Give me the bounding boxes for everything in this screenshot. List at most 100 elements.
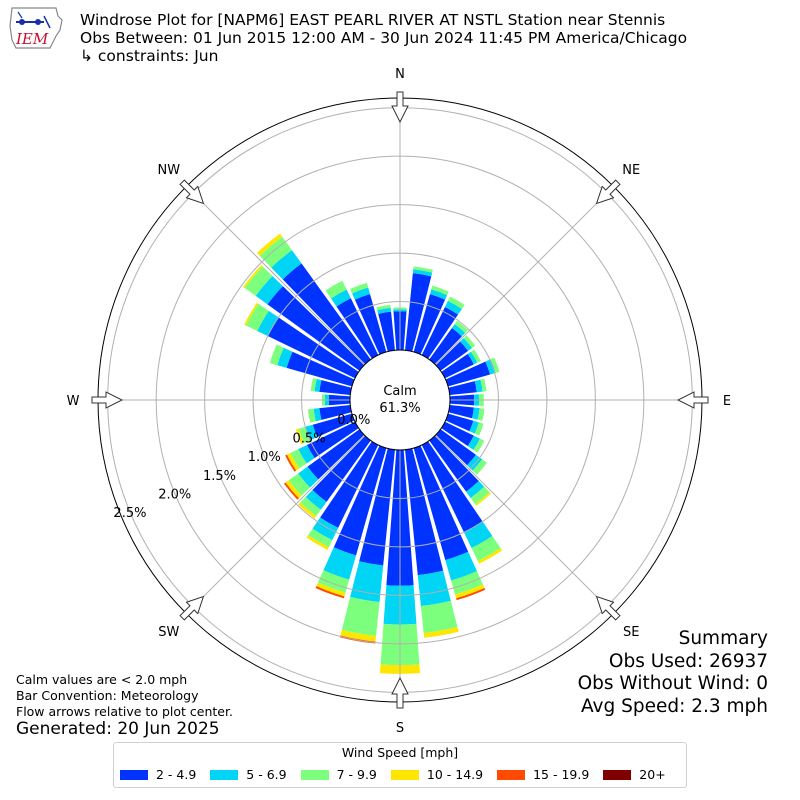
legend-item: 5 - 6.9 bbox=[208, 767, 287, 782]
legend-label: 2 - 4.9 bbox=[156, 767, 197, 782]
bar-70-deg-5-6-9 bbox=[485, 359, 496, 375]
bar-310-deg-7-9-9 bbox=[244, 266, 273, 296]
iem-logo: IEM bbox=[6, 6, 64, 50]
svg-text:IEM: IEM bbox=[15, 30, 49, 48]
legend-item: 15 - 19.9 bbox=[495, 767, 589, 782]
summary-obs-without-wind: Obs Without Wind: 0 bbox=[577, 673, 768, 694]
bar-30-deg-5-6-9 bbox=[444, 300, 462, 315]
grid-spoke bbox=[186, 435, 365, 614]
chart-labels: N NE E SE S SW W NW 0.0% 0.5% 1.0% 1.5% 2.0% 2.5% Calm… bbox=[67, 67, 732, 736]
bar-260-deg-5-6-9 bbox=[313, 408, 322, 422]
flow-arrow-nw bbox=[179, 179, 205, 205]
bar-60-deg-2-4-9 bbox=[441, 353, 474, 379]
compass-label-e: E bbox=[723, 394, 731, 409]
bar-200-deg-15-19-9 bbox=[315, 586, 345, 599]
legend-swatch bbox=[497, 769, 526, 780]
flow-arrow-e bbox=[676, 391, 709, 409]
calm-value-label: 61.3% bbox=[379, 401, 420, 416]
bar-100-deg-2-4-9 bbox=[448, 405, 474, 419]
bar-310-deg-2-4-9 bbox=[267, 286, 365, 371]
bar-210-deg-10-14-9 bbox=[306, 535, 329, 550]
bar-160-deg-7-9-9 bbox=[451, 571, 483, 595]
radial-tick-label: 2.5% bbox=[113, 506, 146, 521]
bar-20-deg-5-6-9 bbox=[429, 289, 448, 300]
bar-320-deg-5-6-9 bbox=[271, 250, 302, 280]
bar-120-deg-5-6-9 bbox=[467, 435, 480, 450]
bar-120-deg-2-4-9 bbox=[441, 421, 474, 447]
bar-10-deg-5-6-9 bbox=[412, 269, 433, 277]
bar-310-deg-10-14-9 bbox=[243, 265, 263, 288]
bar-190-deg-2-4-9 bbox=[359, 448, 395, 566]
bar-240-deg-15-19-9 bbox=[285, 454, 297, 472]
bar-110-deg-5-6-9 bbox=[469, 420, 479, 434]
calm-circle bbox=[349, 349, 451, 451]
bar-320-deg-10-14-9 bbox=[257, 233, 283, 256]
legend: Wind Speed [mph] 2 - 4.9 5 - 6.9 7 - 9.9 10… bbox=[113, 742, 687, 788]
windrose-bars bbox=[243, 233, 503, 674]
legend-swatch bbox=[210, 769, 239, 780]
compass-label-s: S bbox=[396, 721, 404, 736]
compass-label-n: N bbox=[395, 67, 405, 82]
summary-box: Summary Obs Used: 26937 Obs Without Wind… bbox=[578, 628, 768, 718]
bar-350-deg-5-6-9 bbox=[377, 307, 392, 314]
bar-120-deg-7-9-9 bbox=[473, 438, 485, 453]
bar-340-deg-5-6-9 bbox=[352, 287, 371, 300]
bar-300-deg-7-9-9 bbox=[245, 303, 269, 331]
bar-100-deg-5-6-9 bbox=[471, 407, 480, 420]
bar-280-deg-7-9-9 bbox=[310, 377, 317, 392]
bar-140-deg-10-14-9 bbox=[475, 492, 491, 506]
legend-swatch bbox=[120, 769, 148, 780]
bar-350-deg-7-9-9 bbox=[376, 304, 391, 311]
bar-250-deg-5-6-9 bbox=[305, 424, 318, 441]
bar-140-deg-7-9-9 bbox=[470, 486, 490, 505]
legend-items: 2 - 4.9 5 - 6.9 7 - 9.9 10 - 14.9 15 - 19.9 2… bbox=[118, 767, 678, 782]
radial-tick-label: 0.0% bbox=[337, 413, 370, 428]
bar-100-deg-7-9-9 bbox=[477, 408, 485, 421]
legend-label: 10 - 14.9 bbox=[426, 767, 484, 782]
bar-240-deg-5-6-9 bbox=[298, 444, 315, 464]
bar-240-deg-7-9-9 bbox=[290, 449, 307, 469]
bar-250-deg-7-9-9 bbox=[298, 426, 311, 444]
bar-30-deg-2-4-9 bbox=[421, 306, 459, 359]
bar-320-deg-7-9-9 bbox=[259, 236, 292, 268]
bar-160-deg-15-19-9 bbox=[456, 587, 486, 601]
bar-310-deg-5-6-9 bbox=[255, 275, 283, 305]
calm-label: Calm bbox=[383, 384, 416, 399]
bar-230-deg-5-6-9 bbox=[298, 466, 319, 488]
summary-heading: Summary bbox=[678, 628, 768, 649]
bar-210-deg-5-6-9 bbox=[312, 517, 339, 541]
compass-arrows bbox=[91, 91, 709, 709]
bar-290-deg-2-4-9 bbox=[286, 351, 355, 387]
bar-20-deg-7-9-9 bbox=[431, 285, 449, 296]
plot-notes: Calm values are < 2.0 mph Bar Convention… bbox=[16, 672, 233, 720]
grid-spoke bbox=[435, 186, 614, 365]
bar-200-deg-10-14-9 bbox=[316, 582, 346, 597]
bar-290-deg-5-6-9 bbox=[277, 347, 293, 368]
bar-210-deg-7-9-9 bbox=[308, 528, 333, 548]
flow-arrow-se bbox=[595, 595, 621, 621]
bar-260-deg-7-9-9 bbox=[307, 408, 316, 423]
bar-50-deg-2-4-9 bbox=[435, 341, 469, 371]
bar-230-deg-10-14-9 bbox=[285, 480, 302, 499]
bar-150-deg-10-14-9 bbox=[477, 547, 503, 564]
legend-label: 20+ bbox=[639, 767, 666, 782]
bar-170-deg-7-9-9 bbox=[420, 600, 458, 633]
bar-40-deg-5-6-9 bbox=[451, 324, 466, 337]
legend-item: 20+ bbox=[601, 767, 666, 782]
bar-110-deg-2-4-9 bbox=[445, 413, 474, 432]
bar-330-deg-2-4-9 bbox=[336, 298, 379, 359]
flow-arrow-ne bbox=[595, 179, 621, 205]
bar-240-deg-10-14-9 bbox=[286, 452, 300, 471]
legend-swatch bbox=[603, 769, 632, 780]
grid-spoke bbox=[186, 186, 365, 365]
flow-arrow-n bbox=[391, 91, 409, 124]
bar-130-deg-7-9-9 bbox=[472, 459, 487, 475]
bar-170-deg-10-14-9 bbox=[423, 626, 459, 638]
bar-60-deg-5-6-9 bbox=[467, 351, 478, 365]
bar-10-deg-2-4-9 bbox=[405, 273, 432, 352]
bar-10-deg-7-9-9 bbox=[413, 266, 433, 273]
compass-label-w: W bbox=[67, 394, 80, 409]
bar-220-deg-7-9-9 bbox=[300, 496, 321, 517]
generated-date: Generated: 20 Jun 2025 bbox=[16, 719, 220, 739]
title-line-2: Obs Between: 01 Jun 2015 12:00 AM - 30 J… bbox=[80, 29, 688, 47]
